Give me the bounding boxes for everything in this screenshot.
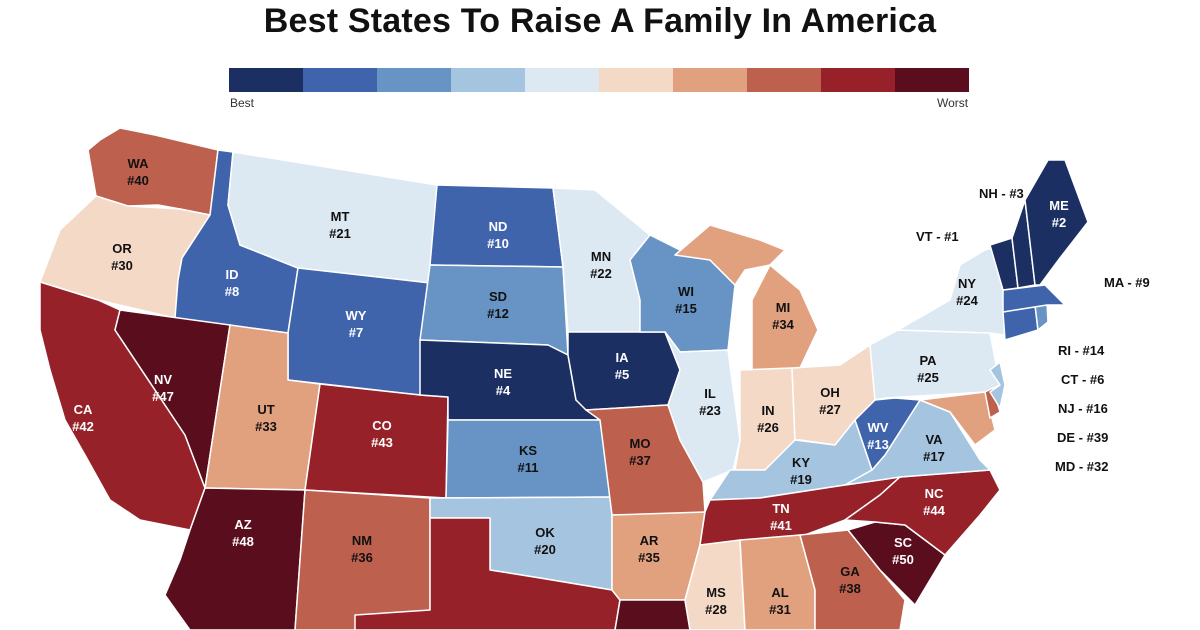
state-ms[interactable] — [684, 539, 746, 630]
state-nm[interactable] — [294, 489, 431, 630]
state-label-ok: OK #20 — [534, 525, 556, 557]
state-label-ut: UT #33 — [255, 402, 277, 434]
state-wa[interactable] — [87, 127, 219, 216]
state-label-in: IN #26 — [757, 403, 779, 435]
label-de: DE - #39 — [1057, 430, 1109, 445]
legend-best-label: Best — [230, 96, 255, 110]
state-label-mi: MI #34 — [772, 300, 794, 332]
label-ct: CT - #6 — [1061, 372, 1105, 387]
state-label-ar: AR #35 — [638, 533, 660, 565]
state-label-nm: NM #36 — [351, 533, 373, 565]
legend-swatch-9 — [821, 68, 895, 92]
state-label-mo: MO #37 — [629, 436, 651, 468]
state-label-ks: KS #11 — [518, 443, 539, 475]
state-label-ca: CA #42 — [72, 402, 94, 434]
label-ma: MA - #9 — [1104, 275, 1150, 290]
state-label-tn: TN #41 — [770, 501, 792, 533]
state-label-wi: WI #15 — [675, 284, 697, 316]
state-label-me: ME #2 — [1049, 198, 1069, 230]
legend-swatch-4 — [451, 68, 525, 92]
state-nj[interactable] — [989, 361, 1006, 409]
state-label-az: AZ #48 — [232, 517, 254, 549]
state-nc[interactable] — [844, 469, 1001, 556]
state-label-wv: WV #13 — [867, 420, 889, 452]
legend-swatch-2 — [303, 68, 377, 92]
state-la — [614, 599, 691, 630]
state-ks[interactable] — [445, 419, 613, 499]
color-legend — [229, 68, 969, 92]
label-ri: RI - #14 — [1058, 343, 1105, 358]
state-label-sc: SC #50 — [892, 535, 914, 567]
state-label-ny: NY #24 — [956, 276, 978, 308]
state-label-co: CO #43 — [371, 418, 393, 450]
label-md: MD - #32 — [1055, 459, 1109, 474]
state-label-mn: MN #22 — [590, 249, 612, 281]
state-label-ga: GA #38 — [839, 564, 861, 596]
state-label-ms: MS #28 — [705, 585, 727, 617]
state-il[interactable] — [664, 331, 741, 483]
label-nh: NH - #3 — [979, 186, 1024, 201]
state-label-or: OR #30 — [111, 241, 133, 273]
state-label-oh: OH #27 — [819, 385, 841, 417]
state-label-ia: IA #5 — [615, 350, 629, 382]
state-ny[interactable] — [897, 244, 1006, 336]
state-nv[interactable] — [114, 309, 231, 489]
legend-swatch-10 — [895, 68, 969, 92]
state-label-pa: PA #25 — [917, 353, 939, 385]
map-title: Best States To Raise A Family In America — [263, 2, 937, 40]
state-ma[interactable] — [1002, 284, 1066, 313]
state-label-sd: SD #12 — [487, 289, 509, 321]
legend-swatch-1 — [229, 68, 303, 92]
state-label-mt: MT #21 — [329, 209, 351, 241]
state-label-ne: NE #4 — [494, 366, 512, 398]
state-label-al: AL #31 — [769, 585, 791, 617]
label-nj: NJ - #16 — [1058, 401, 1108, 416]
state-label-nc: NC #44 — [923, 486, 945, 518]
state-label-id: ID #8 — [225, 267, 239, 299]
state-label-nv: NV #47 — [152, 372, 174, 404]
state-label-va: VA #17 — [923, 432, 945, 464]
state-label-wy: WY #7 — [346, 308, 367, 340]
state-label-wa: WA #40 — [127, 156, 149, 188]
legend-worst-label: Worst — [937, 96, 969, 110]
state-de[interactable] — [984, 387, 1001, 419]
state-label-ky: KY #19 — [790, 455, 812, 487]
label-vt: VT - #1 — [916, 229, 959, 244]
legend-swatch-8 — [747, 68, 821, 92]
state-label-nd: ND #10 — [487, 219, 509, 251]
state-label-il: IL #23 — [699, 386, 721, 418]
legend-swatch-7 — [673, 68, 747, 92]
legend-swatch-6 — [599, 68, 673, 92]
state-me[interactable] — [1024, 159, 1089, 286]
legend-swatch-5 — [525, 68, 599, 92]
legend-swatch-3 — [377, 68, 451, 92]
